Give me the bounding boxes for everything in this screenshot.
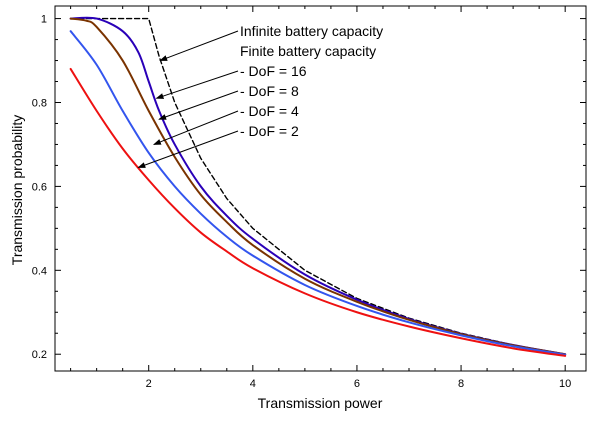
annotation-finite-battery-capacity: Finite battery capacity xyxy=(240,43,376,59)
y-tick-label: 0.4 xyxy=(32,265,47,277)
y-tick-label: 0.8 xyxy=(32,97,47,109)
annotation-arrow xyxy=(152,110,239,145)
series-line-dof-2 xyxy=(69,67,567,357)
x-tick-label: 8 xyxy=(458,378,464,390)
series-line-dof-8 xyxy=(69,17,567,356)
annotation-dof-16: - DoF = 16 xyxy=(240,63,307,79)
x-tick-label: 4 xyxy=(250,378,256,390)
annotation-layer: Infinite battery capacity Finite battery … xyxy=(137,23,383,168)
plot-frame xyxy=(54,5,587,372)
series-line-dof-16 xyxy=(69,16,567,356)
annotation-arrow xyxy=(159,30,239,62)
x-tick-label: 10 xyxy=(559,378,571,390)
y-tick-label: 1 xyxy=(41,14,47,26)
y-axis-ticks: 0.2 0.4 0.6 0.8 1 xyxy=(32,14,586,361)
annotation-arrow xyxy=(155,70,239,99)
annotation-infinite-battery-capacity: Infinite battery capacity xyxy=(240,23,383,39)
y-tick-label: 0.2 xyxy=(32,349,47,361)
x-tick-label: 6 xyxy=(354,378,360,390)
annotation-dof-8: - DoF = 8 xyxy=(240,83,299,99)
annotation-dof-4: - DoF = 4 xyxy=(240,103,299,119)
annotation-arrow xyxy=(158,90,239,120)
series-layer xyxy=(69,16,567,357)
x-axis-label: Transmission power xyxy=(258,395,383,411)
series-line-dof-4 xyxy=(69,30,567,356)
annotation-dof-2: - DoF = 2 xyxy=(240,123,299,139)
y-axis-label: Transmission probability xyxy=(9,115,25,265)
x-tick-label: 2 xyxy=(146,378,152,390)
y-tick-label: 0.6 xyxy=(32,181,47,193)
annotation-arrow xyxy=(137,130,239,168)
x-axis-ticks: 2 4 6 8 10 xyxy=(70,6,571,390)
